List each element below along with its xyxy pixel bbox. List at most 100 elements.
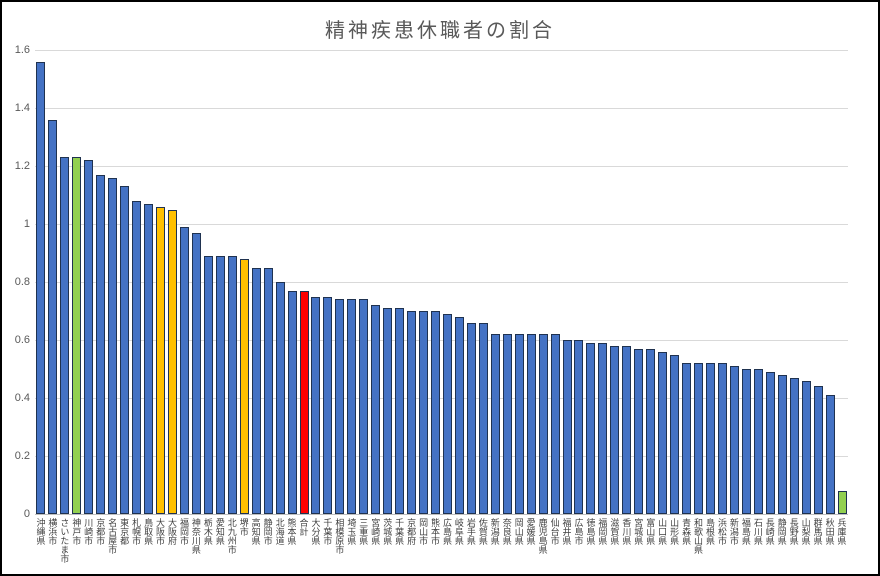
bar-群馬県[interactable] [813,386,823,514]
bar-名古屋市[interactable] [108,177,118,514]
bar-大分県[interactable] [311,296,321,514]
bar-相模原市[interactable] [335,299,345,514]
bar-高知県[interactable] [251,267,261,514]
bar-兵庫県[interactable] [837,490,847,514]
x-axis-label: 奈良県 [501,518,512,545]
x-axis-label: 島根県 [705,518,715,545]
x-axis-label: 札幌市 [131,518,142,545]
x-axis-label: 岐阜県 [453,518,464,545]
bar-京都市[interactable] [96,174,106,514]
bar-滋賀県[interactable] [610,345,620,514]
bar-愛媛県[interactable] [526,334,536,514]
x-axis-label: 広島市 [573,518,584,545]
gridline [35,281,848,283]
bar-千葉県[interactable] [395,308,405,514]
x-axis-label: 広島県 [441,518,452,545]
bar-岐阜県[interactable] [454,316,464,514]
bar-北海道[interactable] [275,282,285,514]
bar-神戸市[interactable] [72,157,82,514]
x-axis-label: 福岡市 [178,518,189,545]
bar-富山県[interactable] [646,348,656,514]
bar-秋田県[interactable] [825,395,835,514]
bar-山梨県[interactable] [801,380,811,514]
bar-福島県[interactable] [741,369,751,514]
gridline [35,223,848,225]
y-axis-tick-label: 0.8 [14,276,30,288]
bar-愛知県[interactable] [215,255,225,514]
x-axis-label: 青森県 [681,518,692,545]
x-axis-label: 大阪府 [166,518,177,545]
x-axis-label: 静岡県 [776,518,787,545]
bar-和歌山県[interactable] [694,363,704,514]
bar-長野県[interactable] [789,377,799,514]
bar-福岡県[interactable] [598,342,608,514]
bar-熊本県[interactable] [287,290,297,514]
x-axis-label: 川崎市 [83,518,94,545]
bar-横浜市[interactable] [48,119,58,514]
bar-青森県[interactable] [682,363,692,514]
bar-岡山県[interactable] [514,334,524,514]
bar-宮城県[interactable] [634,348,644,514]
bar-宮崎県[interactable] [371,305,381,514]
bar-山口県[interactable] [658,351,668,514]
x-axis-label: 長野県 [788,518,799,545]
bar-東京都[interactable] [120,186,130,514]
bar-香川県[interactable] [622,345,632,514]
x-axis-label: 北海道 [274,518,285,545]
bar-長崎県[interactable] [765,371,775,514]
bar-川崎市[interactable] [84,160,94,514]
bar-広島市[interactable] [574,340,584,514]
bar-茨城県[interactable] [383,308,393,514]
bar-広島県[interactable] [442,313,452,514]
x-axis-label: さいたま市 [59,518,70,563]
bar-島根県[interactable] [706,363,715,514]
bar-佐賀県[interactable] [478,322,488,514]
y-axis-tick-label: 0 [23,508,30,520]
x-axis-label: 山形県 [669,518,680,545]
bar-さいたま市[interactable] [60,157,70,514]
y-axis-tick-label: 1 [23,218,30,230]
bar-奈良県[interactable] [502,334,512,514]
bar-福岡市[interactable] [179,226,189,514]
x-axis-label: 新潟市 [728,518,739,545]
x-axis-label: 石川県 [752,518,763,545]
y-axis-tick-label: 0.6 [14,334,30,346]
bar-千葉市[interactable] [323,296,333,514]
x-axis-label: 鹿児島県 [537,518,548,554]
x-axis-label: 山口県 [657,518,668,545]
bar-鹿児島県[interactable] [538,334,548,514]
gridline [35,339,848,341]
bar-岡山市[interactable] [419,311,429,514]
bar-沖縄県[interactable] [36,61,46,514]
bar-大阪市[interactable] [156,206,166,514]
bar-神奈川県[interactable] [191,232,201,514]
bar-岩手県[interactable] [466,322,476,514]
bar-仙台市[interactable] [550,334,560,514]
bar-徳島県[interactable] [586,342,596,514]
bar-新潟県[interactable] [490,334,500,514]
bar-鳥取県[interactable] [144,203,154,514]
bar-新潟市[interactable] [729,366,739,514]
x-axis-label: 宮崎県 [370,518,381,545]
bar-浜松市[interactable] [717,363,727,514]
x-axis-label: 福島県 [740,518,751,545]
bar-山形県[interactable] [670,354,680,514]
bar-福井県[interactable] [562,340,572,514]
x-axis-label: 沖縄県 [35,518,46,545]
bar-京都府[interactable] [407,311,417,514]
bar-北九州市[interactable] [227,255,237,514]
bar-合計[interactable] [299,290,309,514]
bar-札幌市[interactable] [132,200,142,514]
bar-静岡県[interactable] [777,374,787,514]
gridline [35,107,848,109]
bar-栃木県[interactable] [203,255,213,514]
bar-大阪府[interactable] [167,209,177,514]
bar-熊本市[interactable] [431,311,441,514]
bar-埼玉県[interactable] [347,299,357,514]
x-axis-label: 香川県 [621,518,632,545]
bar-石川県[interactable] [753,369,763,514]
bar-堺市[interactable] [239,258,249,514]
bar-静岡市[interactable] [263,267,273,514]
chart-title: 精神疾患休職者の割合 [325,20,555,42]
bar-三重県[interactable] [359,299,369,514]
